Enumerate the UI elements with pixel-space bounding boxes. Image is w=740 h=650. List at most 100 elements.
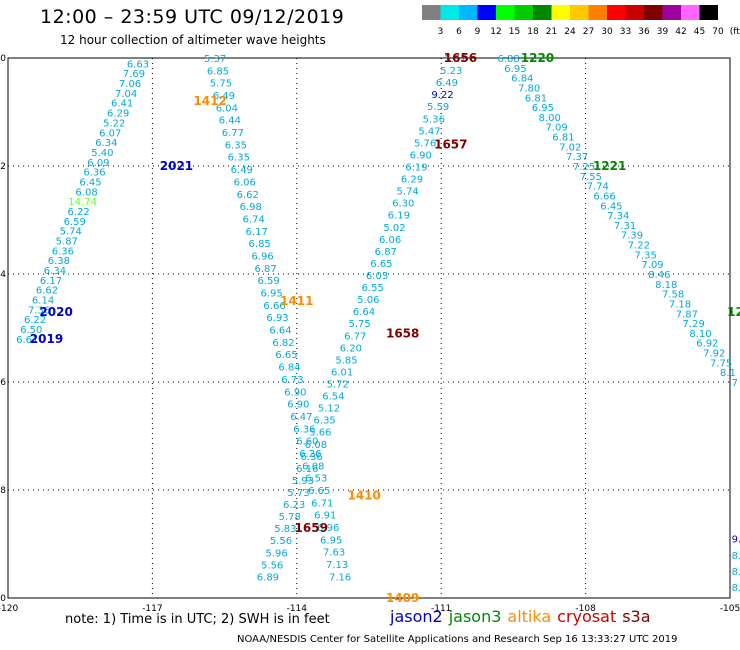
wave-height-value: 9.22 xyxy=(431,90,453,101)
wave-height-value: 7.39 xyxy=(621,231,643,242)
wave-height-value: 6.09 xyxy=(87,158,109,169)
colorbar-label: 18 xyxy=(527,27,539,37)
colorbar-label: 70 xyxy=(712,27,724,37)
wave-height-value: 7.58 xyxy=(662,290,684,301)
wave-height-value: 6.36 xyxy=(52,246,74,257)
wave-height-value: 6.90 xyxy=(410,150,432,161)
wave-height-value: 6.90 xyxy=(284,387,306,398)
wave-height-value: 6.96 xyxy=(317,523,339,534)
wave-height-value: 9.5 xyxy=(732,535,740,546)
wave-height-value: 6.01 xyxy=(331,367,353,378)
wave-height-value: 6.49 xyxy=(213,91,235,102)
note-text: note: 1) Time is in UTC; 2) SWH is in fe… xyxy=(65,612,330,627)
wave-height-value: 5.93 xyxy=(292,476,314,487)
wave-height-value: 5.75 xyxy=(210,79,232,90)
pass-time-label: 1658 xyxy=(386,326,419,340)
wave-height-value: 5.23 xyxy=(440,66,462,77)
colorbar-swatch xyxy=(440,5,459,20)
colorbar-label: 36 xyxy=(638,27,650,37)
wave-height-value: 7.35 xyxy=(635,250,657,261)
wave-height-value: 6.62 xyxy=(237,190,259,201)
wave-height-value: 5.59 xyxy=(427,102,449,113)
wave-height-value: 6.35 xyxy=(314,416,336,427)
wave-height-value: 6.36 xyxy=(83,168,105,179)
wave-height-value: 6.17 xyxy=(40,276,62,287)
colorbar-label: 9 xyxy=(475,27,481,37)
wave-height-value: 8.10 xyxy=(689,329,711,340)
pass-time-label: 1411 xyxy=(280,294,313,308)
wave-height-value: 6.34 xyxy=(44,266,66,277)
colorbar-label: 42 xyxy=(675,27,686,37)
wave-height-value: 8.46 xyxy=(648,270,670,281)
wave-height-value: 6.77 xyxy=(222,128,244,139)
colorbar-label: 21 xyxy=(546,27,557,37)
wave-height-value: 6.04 xyxy=(216,103,238,114)
lon-tick-label: -117 xyxy=(142,604,162,614)
lat-tick-label: 50 xyxy=(0,594,6,604)
footer-credit: NOAA/NESDIS Center for Satellite Applica… xyxy=(237,634,678,645)
wave-height-value: 6.45 xyxy=(600,201,622,212)
legend-jason3: jason3 xyxy=(448,607,502,626)
wave-height-value: 6.36 xyxy=(300,452,322,463)
colorbar-swatch xyxy=(514,5,533,20)
colorbar-label: 3 xyxy=(438,27,444,37)
wave-height-value: 5.12 xyxy=(318,404,340,415)
lat-tick-label: 44 xyxy=(0,270,6,280)
lon-tick-label: -114 xyxy=(287,604,308,614)
wave-height-value: 6.06 xyxy=(379,235,401,246)
colorbar-label: 12 xyxy=(490,27,501,37)
lat-tick-label: 48 xyxy=(0,486,6,496)
pass-time-label: 1412 xyxy=(193,94,226,108)
colorbar-label: 33 xyxy=(620,27,631,37)
wave-height-value: 6.84 xyxy=(511,74,533,85)
wave-height-value: 6.95 xyxy=(320,535,342,546)
wave-height-value: 7.25 xyxy=(573,162,595,173)
wave-height-value: 6.87 xyxy=(375,247,397,258)
wave-height-value: 6.88 xyxy=(497,54,519,65)
wave-height-value: 6.64 xyxy=(269,326,291,337)
colorbar-swatch xyxy=(607,5,626,20)
wave-height-value: 6.82 xyxy=(272,338,294,349)
wave-height-value: 6.29 xyxy=(401,175,423,186)
wave-height-value: 6.45 xyxy=(79,177,101,188)
wave-height-value: 7.02 xyxy=(559,142,581,153)
legend-cryosat: cryosat xyxy=(557,607,617,626)
colorbar-swatch xyxy=(662,5,681,20)
colorbar-label: 27 xyxy=(583,27,594,37)
wave-height-value: 6.63 xyxy=(127,59,149,70)
wave-height-value: 6.59 xyxy=(64,217,86,228)
wave-height-value: 6.65 xyxy=(370,259,392,270)
colorbar-swatch xyxy=(422,5,441,20)
colorbar-swatch xyxy=(459,5,478,20)
wave-height-value: 7.80 xyxy=(518,83,540,94)
chart-subtitle: 12 hour collection of altimeter wave hei… xyxy=(60,33,326,47)
colorbar-swatch xyxy=(570,5,589,20)
wave-height-value: 6.50 xyxy=(20,325,42,336)
colorbar-label: 45 xyxy=(694,27,705,37)
wave-height-value: 6.95 xyxy=(532,103,554,114)
wave-height-value: 6.41 xyxy=(111,99,133,110)
wave-height-value: 6.91 xyxy=(314,511,336,522)
wave-height-value: 7.31 xyxy=(614,221,636,232)
wave-height-value: 6.98 xyxy=(240,202,262,213)
wave-height-value: 5.85 xyxy=(335,355,357,366)
wave-height-value: 7.69 xyxy=(123,69,145,80)
wave-height-value: 6.77 xyxy=(344,331,366,342)
colorbar-label: 6 xyxy=(456,27,462,37)
wave-height-value: 5.22 xyxy=(103,118,125,129)
pass-time-label: 1656 xyxy=(444,51,477,65)
colorbar-swatch xyxy=(681,5,700,20)
wave-height-value: 6.08 xyxy=(302,461,324,472)
wave-height-value: 7.92 xyxy=(703,349,725,360)
wave-height-value: 6.08 xyxy=(305,440,327,451)
wave-height-value: 7.75 xyxy=(710,358,732,369)
wave-height-value: 6.64 xyxy=(353,307,375,318)
pass-time-label: 122 xyxy=(727,305,740,319)
wave-height-value: 5.73 xyxy=(287,488,309,499)
wave-height-value: 7.06 xyxy=(119,79,141,90)
wave-height-value: 6.19 xyxy=(388,211,410,222)
wave-height-value: 6.22 xyxy=(24,315,46,326)
lon-tick-label: -111 xyxy=(431,604,451,614)
